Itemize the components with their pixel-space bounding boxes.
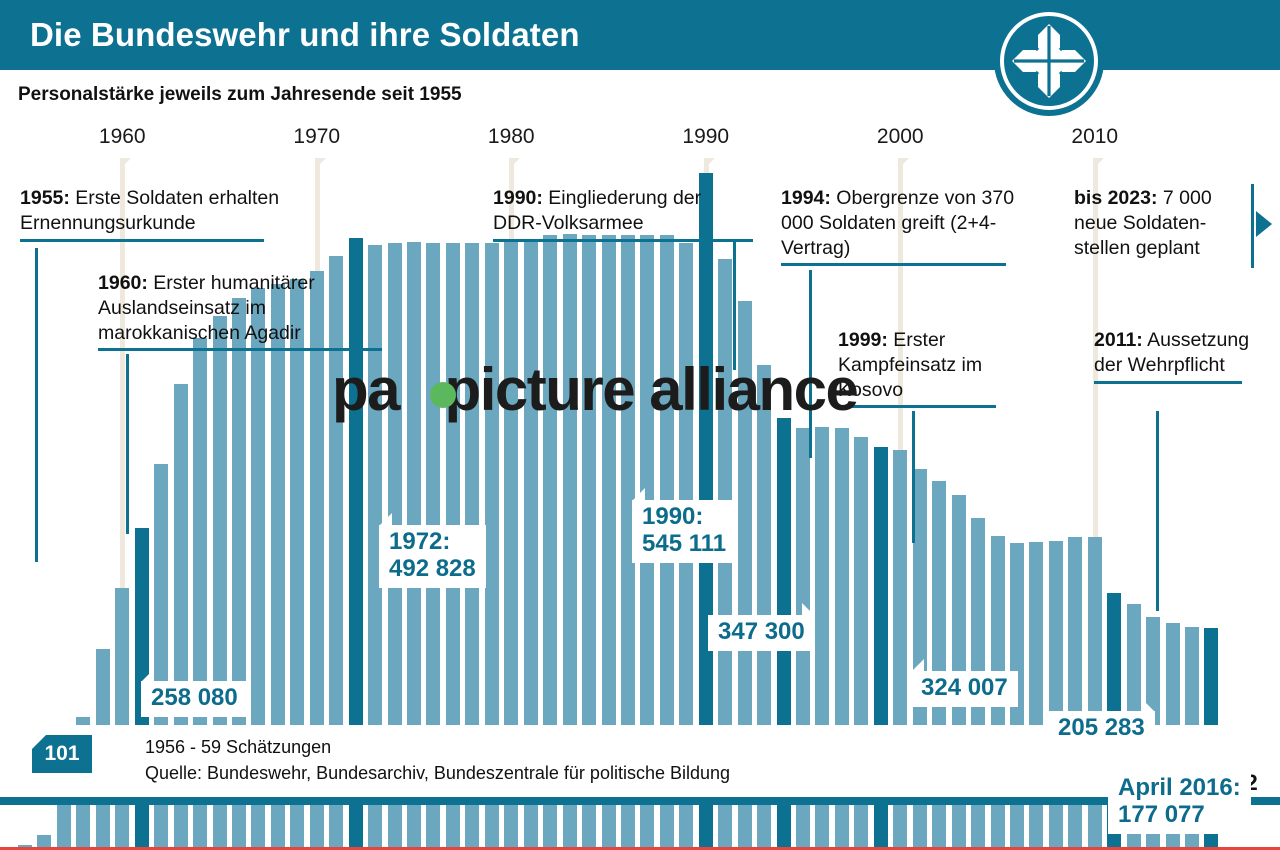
- value-callout-2011: 205 283: [1048, 699, 1155, 747]
- bar-1969: [290, 278, 305, 847]
- bar-1984: [582, 235, 597, 847]
- annotation-1999-text: Erster Kampfeinsatz im Kosovo: [838, 329, 983, 401]
- callout-tail: [1141, 699, 1155, 712]
- bar-1964: [193, 337, 208, 847]
- annotation-1999: 1999: Erster Kampfeinsatz im Kosovo: [838, 328, 1016, 543]
- x-axis-tick-1960: 1960: [98, 125, 146, 148]
- bar-1970: [309, 271, 324, 847]
- callout-line2: 177 077: [1118, 800, 1205, 828]
- x-axis-tick-2010: 2010: [1071, 125, 1119, 148]
- annotation-1999-year: 1999:: [838, 329, 888, 351]
- x-axis-tick-2000: 2000: [876, 125, 924, 148]
- callout-line1: 1990:: [642, 503, 704, 530]
- callout-tail: [141, 669, 154, 682]
- value-callout-2016: April 2016: 177 077: [1108, 759, 1251, 834]
- bar-1985: [601, 235, 616, 847]
- bar-1956: [37, 834, 52, 847]
- annotation-1955-text: Erste Soldaten erhalten Ernennungsurkund…: [20, 187, 280, 234]
- annotation-1955: 1955: Erste Soldaten erhalten Ernennungs…: [20, 186, 330, 562]
- annotation-1994-text: Obergrenze von 370 000 Soldaten greift (…: [781, 187, 1015, 259]
- bar-1986: [620, 235, 635, 847]
- bar-1983: [562, 234, 577, 847]
- x-axis-tick-1970: 1970: [293, 125, 341, 148]
- arrow-right-icon: [1256, 211, 1272, 237]
- x-axis-gridline-1960: [120, 158, 132, 847]
- callout-tail: [379, 513, 392, 526]
- callout-line2: 492 828: [389, 554, 476, 582]
- callout-tail: [632, 488, 645, 501]
- annotation-2011: 2011: Aussetzung der Wehrpflicht: [1094, 328, 1254, 611]
- graphic-number: 101: [44, 742, 80, 765]
- annotation-1990-text: Eingliederung der DDR-Volksarmee: [493, 187, 702, 234]
- footer-bar: [0, 797, 1280, 805]
- value-callout-1994: 347 300: [708, 603, 815, 651]
- annotation-1990: 1990: Eingliederung der DDR-Volksarmee: [493, 186, 755, 370]
- annotation-bis-2023-year: bis 2023:: [1074, 187, 1158, 209]
- x-axis-gridline-2010: [1092, 158, 1104, 847]
- annotation-2011-text: Aussetzung der Wehrpflicht: [1094, 329, 1250, 376]
- bar-1982: [543, 235, 558, 847]
- bar-1973: [368, 245, 383, 847]
- callout-line2: 545 111: [642, 529, 727, 557]
- bar-1967: [251, 288, 266, 847]
- graphic-number-badge: 101: [32, 735, 92, 773]
- bundeswehr-iron-cross-icon: [994, 6, 1104, 116]
- page-title: Die Bundeswehr und ihre Soldaten: [30, 16, 580, 53]
- annotation-1955-year: 1955:: [20, 187, 70, 209]
- value-callout-1972: 1972: 492 828: [379, 513, 486, 588]
- annotation-2011-year: 2011:: [1094, 329, 1143, 351]
- bar-1971: [329, 256, 344, 847]
- x-axis-tick-1980: 1980: [487, 125, 535, 148]
- footnote-estimates: 1956 - 59 Schätzungen: [145, 737, 332, 757]
- bar-1980: [504, 241, 519, 847]
- callout-tail: [1237, 759, 1251, 772]
- bar-1960: [115, 587, 130, 847]
- callout-line1: April 2016:: [1118, 774, 1241, 801]
- annotation-1960-year: 1960:: [98, 272, 148, 294]
- callout-tail: [801, 603, 815, 616]
- annotation-1960: 1960: Erster humanitärer Auslandseinsatz…: [98, 271, 413, 534]
- annotation-bis-2023: bis 2023: 7 000 neue Soldaten-stellen ge…: [1074, 184, 1254, 268]
- value-callout-1961: 258 080: [141, 669, 248, 717]
- x-axis-tick-1990: 1990: [682, 125, 730, 148]
- bar-1992: [737, 300, 752, 847]
- annotation-1990-year: 1990:: [493, 187, 543, 209]
- chart-subtitle: Personalstärke jeweils zum Jahresende se…: [18, 84, 462, 105]
- bar-1979: [484, 242, 499, 847]
- annotation-bis-2023-text: 7 000 neue Soldaten-stellen geplant: [1074, 187, 1212, 259]
- callout-line1: 1972:: [389, 528, 451, 555]
- bar-1968: [270, 283, 285, 847]
- bar-1972: [348, 238, 363, 847]
- annotation-1994-year: 1994:: [781, 187, 831, 209]
- value-callout-1999: 324 007: [911, 659, 1018, 707]
- annotation-1994: 1994: Obergrenze von 370 000 Soldaten gr…: [781, 186, 1031, 458]
- bar-1981: [523, 239, 538, 847]
- value-callout-1990: 1990: 545 111: [632, 488, 737, 563]
- callout-tail: [911, 659, 924, 672]
- source-line: Quelle: Bundeswehr, Bundesarchiv, Bundes…: [145, 763, 731, 783]
- annotation-1960-text: Erster humanitärer Auslandseinsatz im ma…: [98, 272, 315, 344]
